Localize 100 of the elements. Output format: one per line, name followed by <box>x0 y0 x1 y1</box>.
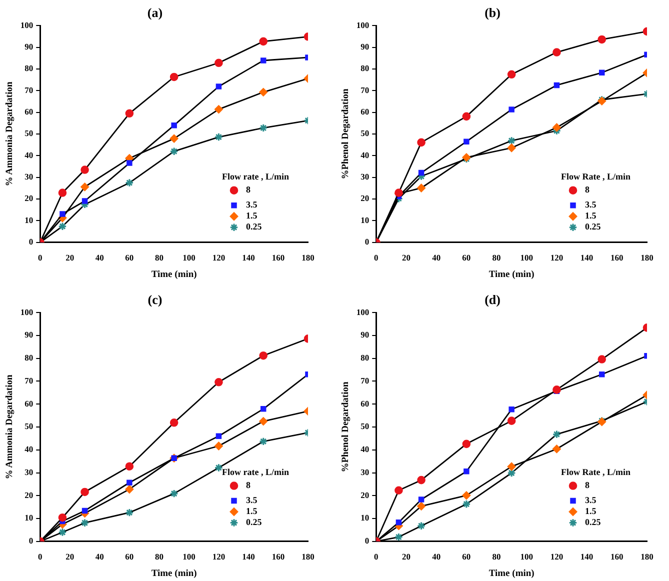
y-tick-label: 40 <box>360 444 370 454</box>
legend-label: 0.25 <box>585 517 602 528</box>
legend-label: 1.5 <box>585 210 597 221</box>
y-tick-label: 70 <box>360 375 370 386</box>
y-tick-label: 10 <box>360 214 370 225</box>
x-tick-label: 20 <box>66 252 74 263</box>
y-tick-label: 30 <box>24 172 34 182</box>
y-tick-label: 40 <box>24 150 34 160</box>
y-tick-label: 40 <box>24 444 34 454</box>
y-tick-label: 30 <box>360 466 370 477</box>
y-tick-label: 100 <box>20 306 34 317</box>
y-tick-label: 0 <box>364 536 370 546</box>
x-tick-label: 0 <box>38 252 42 263</box>
x-tick-label: 100 <box>520 252 533 263</box>
x-tick-label: 180 <box>640 252 654 263</box>
y-tick-label: 90 <box>24 41 34 52</box>
y-tick-label: 80 <box>24 352 34 363</box>
legend-label: 8 <box>585 480 590 490</box>
x-tick-label: 60 <box>462 252 471 263</box>
y-tick-label: 60 <box>24 106 34 117</box>
legend-label: 8 <box>585 184 590 195</box>
x-axis-title: Time (min) <box>151 568 197 579</box>
y-tick-label: 30 <box>360 172 370 182</box>
x-tick-label: 80 <box>492 552 501 562</box>
y-tick-label: 90 <box>24 330 34 340</box>
x-tick-label: 60 <box>125 552 134 562</box>
y-tick-label: 50 <box>24 128 34 138</box>
x-tick-label: 120 <box>550 252 564 263</box>
y-tick-label: 100 <box>20 20 34 30</box>
legend-label: 3.5 <box>585 495 597 506</box>
x-tick-label: 20 <box>402 252 410 263</box>
y-tick-label: 80 <box>360 63 370 74</box>
y-tick-label: 20 <box>24 193 34 204</box>
x-tick-label: 40 <box>432 252 441 263</box>
y-axis-title: % Ammonia Degardation <box>5 81 16 186</box>
y-tick-label: 10 <box>360 512 370 523</box>
y-axis-title: % Ammonia Degardation <box>5 374 16 480</box>
y-tick-label: 0 <box>28 536 34 546</box>
x-tick-label: 120 <box>212 552 226 562</box>
x-tick-label: 20 <box>66 552 74 562</box>
legend-label: 8 <box>246 480 251 490</box>
legend-label: 3.5 <box>246 495 258 506</box>
y-tick-label: 80 <box>360 352 370 363</box>
y-tick-label: 0 <box>28 236 34 247</box>
chart-title: (a) <box>147 5 163 20</box>
x-tick-label: 140 <box>580 552 594 562</box>
x-tick-label: 100 <box>182 252 196 263</box>
y-tick-label: 10 <box>24 512 34 523</box>
x-tick-label: 160 <box>610 552 624 562</box>
x-tick-label: 0 <box>374 252 378 263</box>
x-tick-label: 140 <box>242 552 255 562</box>
x-tick-label: 180 <box>302 552 314 562</box>
x-tick-label: 160 <box>610 252 624 263</box>
x-tick-label: 60 <box>462 552 471 562</box>
legend-label: 8 <box>246 184 251 195</box>
chart-title: (d) <box>484 292 500 308</box>
y-tick-label: 50 <box>24 421 34 432</box>
x-tick-label: 140 <box>580 252 594 263</box>
y-tick-label: 30 <box>24 466 34 477</box>
legend-label: 0.25 <box>585 222 602 232</box>
x-tick-label: 180 <box>302 252 314 263</box>
y-tick-label: 60 <box>24 398 34 408</box>
legend-title: Flow Rate , L/min <box>561 467 630 478</box>
chart-title: (c) <box>148 292 162 308</box>
legend-label: 3.5 <box>585 200 597 210</box>
x-tick-label: 40 <box>95 252 104 263</box>
x-tick-label: 140 <box>242 252 255 263</box>
legend-label: 1.5 <box>585 506 597 516</box>
x-tick-label: 160 <box>272 552 285 562</box>
y-tick-label: 20 <box>24 490 34 500</box>
x-tick-label: 80 <box>492 252 501 263</box>
legend-title: Flow Rate , L/min <box>561 172 630 182</box>
y-tick-label: 20 <box>360 490 370 500</box>
x-tick-label: 60 <box>125 252 134 263</box>
x-tick-label: 0 <box>38 552 42 562</box>
x-tick-label: 20 <box>402 552 410 562</box>
y-axis-title: %Phenol Degardation <box>341 381 352 472</box>
y-tick-label: 90 <box>360 330 370 340</box>
y-tick-label: 80 <box>24 63 34 74</box>
x-tick-label: 80 <box>154 252 164 263</box>
legend-label: 3.5 <box>246 200 258 210</box>
x-tick-label: 40 <box>432 552 441 562</box>
y-tick-label: 70 <box>360 84 370 95</box>
legend-label: 1.5 <box>246 210 258 221</box>
legend-title: Flow rate , L/min <box>222 467 289 478</box>
x-tick-label: 180 <box>640 552 654 562</box>
x-axis-title: Time (min) <box>488 568 534 579</box>
x-tick-label: 40 <box>95 552 104 562</box>
y-tick-label: 60 <box>360 398 370 408</box>
x-tick-label: 160 <box>272 252 285 263</box>
y-tick-label: 50 <box>360 421 370 432</box>
y-tick-label: 70 <box>24 84 34 95</box>
y-axis-title: %Phenol Degardation <box>341 88 352 180</box>
x-tick-label: 100 <box>182 552 196 562</box>
y-tick-label: 90 <box>360 41 370 52</box>
chart-title: (b) <box>484 5 500 20</box>
x-axis-title: Time (min) <box>151 270 197 280</box>
x-tick-label: 120 <box>550 552 564 562</box>
x-tick-label: 80 <box>154 552 164 562</box>
legend-label: 0.25 <box>246 517 262 528</box>
